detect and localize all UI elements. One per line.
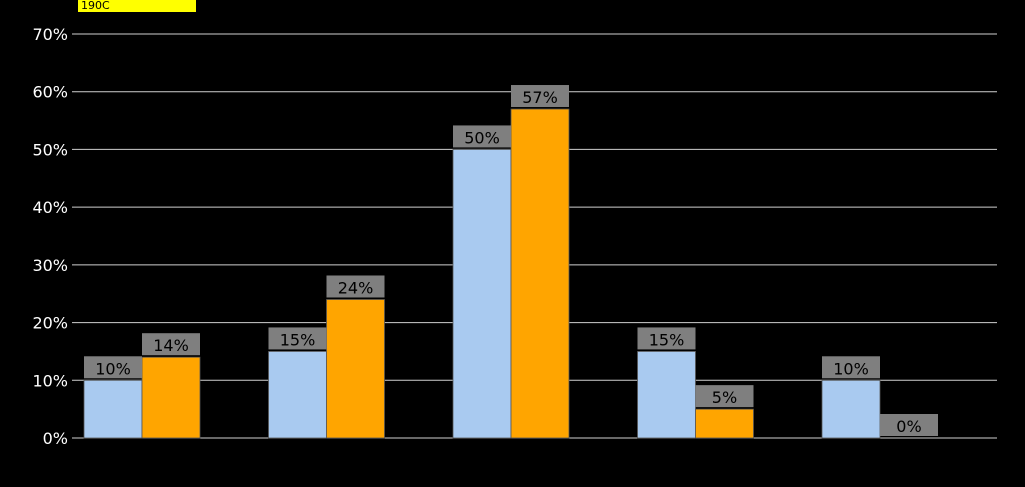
- x-tick-label: goed: [690, 446, 730, 465]
- data-label-bg: [880, 414, 938, 436]
- x-tick-label: minimum: [303, 446, 379, 465]
- legend-label: 190C: [78, 0, 196, 12]
- x-tick-label: (A): [698, 462, 721, 481]
- bar-series1-cat3: [452, 149, 512, 439]
- data-label-bg: [142, 333, 200, 356]
- y-tick-label: 20%: [32, 314, 68, 333]
- bar-series2-cat1: [141, 356, 201, 439]
- data-label: 10%: [95, 359, 131, 378]
- data-label-bg: [822, 356, 880, 379]
- data-label: 14%: [153, 336, 189, 355]
- data-label: 50%: [464, 128, 500, 147]
- data-label-bg: [268, 327, 327, 350]
- data-label-bg: [511, 85, 569, 108]
- y-tick-label: 50%: [32, 140, 68, 159]
- y-tick-label: 30%: [32, 256, 68, 275]
- data-label-bg: [84, 356, 142, 379]
- bar-series1-cat2: [268, 351, 327, 439]
- data-label: 5%: [712, 388, 737, 407]
- x-tick-label: zeer goed: [854, 446, 934, 465]
- y-tick-label: 40%: [32, 198, 68, 217]
- data-label-bg: [326, 275, 385, 298]
- y-tick-label: 60%: [32, 83, 68, 102]
- x-tick-label: minimum (E): [104, 462, 208, 481]
- x-tick-label: (B+C): [501, 462, 549, 481]
- bar-series2-cat3: [510, 108, 570, 439]
- data-label: 24%: [338, 278, 374, 297]
- y-tick-label: 10%: [32, 371, 68, 390]
- data-label: 15%: [649, 330, 685, 349]
- bar-series1-cat1: [83, 379, 143, 439]
- y-tick-label: 70%: [32, 25, 68, 44]
- data-label: 57%: [522, 88, 558, 107]
- data-label-bg: [695, 385, 754, 408]
- x-tick-label: voldoende: [483, 446, 567, 465]
- x-tick-label: beneden: [121, 446, 191, 465]
- data-label: 0%: [896, 417, 921, 436]
- data-label: 15%: [280, 330, 316, 349]
- data-label-bg: [637, 327, 696, 350]
- y-tick-label: 0%: [43, 429, 68, 448]
- x-tick-label: (AA): [877, 462, 912, 481]
- bar-series2-cat4: [695, 408, 754, 439]
- bar-series1-cat4: [637, 351, 696, 439]
- x-tick-label: (D): [328, 462, 353, 481]
- bar-series2-cat2: [326, 299, 385, 439]
- data-label-bg: [453, 125, 511, 148]
- data-label: 10%: [833, 359, 869, 378]
- bar-series1-cat5: [821, 379, 881, 439]
